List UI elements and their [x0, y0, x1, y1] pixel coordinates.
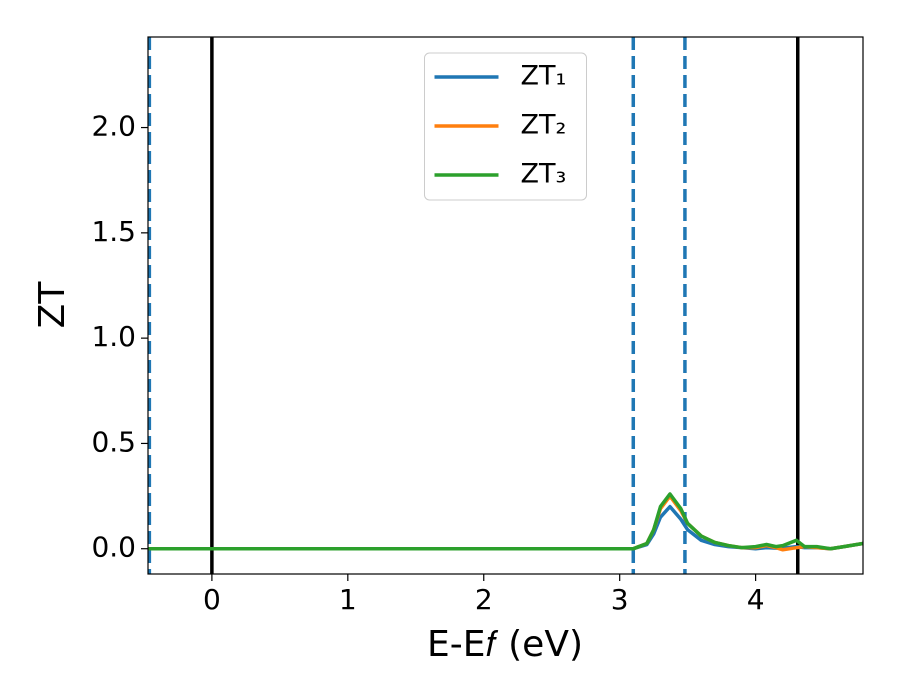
- y-tick-label: 2.0: [91, 110, 136, 143]
- x-tick-label: 1: [339, 583, 357, 616]
- series-line: [148, 504, 863, 551]
- legend: ZT₁ ZT₂ ZT₃: [424, 52, 587, 201]
- y-tick-label: 1.5: [91, 215, 136, 248]
- series-line: [148, 494, 863, 552]
- x-tick-label: 2: [475, 583, 493, 616]
- legend-label: ZT₂: [521, 110, 567, 141]
- legend-label: ZT₁: [521, 61, 567, 92]
- x-tick-label: 0: [203, 583, 221, 616]
- y-axis-label: ZT: [32, 281, 73, 329]
- y-tick-label: 0.5: [91, 425, 136, 458]
- x-tick-label: 3: [611, 583, 629, 616]
- legend-box: [424, 52, 587, 201]
- x-axis-label: E-E𝑓 (eV): [427, 624, 583, 665]
- y-tick-label: 0.0: [91, 531, 136, 564]
- legend-label: ZT₃: [521, 159, 567, 190]
- x-tick-label: 4: [747, 583, 765, 616]
- plot-frame: [147, 36, 864, 575]
- series-line: [148, 492, 863, 551]
- y-tick-label: 1.0: [91, 320, 136, 353]
